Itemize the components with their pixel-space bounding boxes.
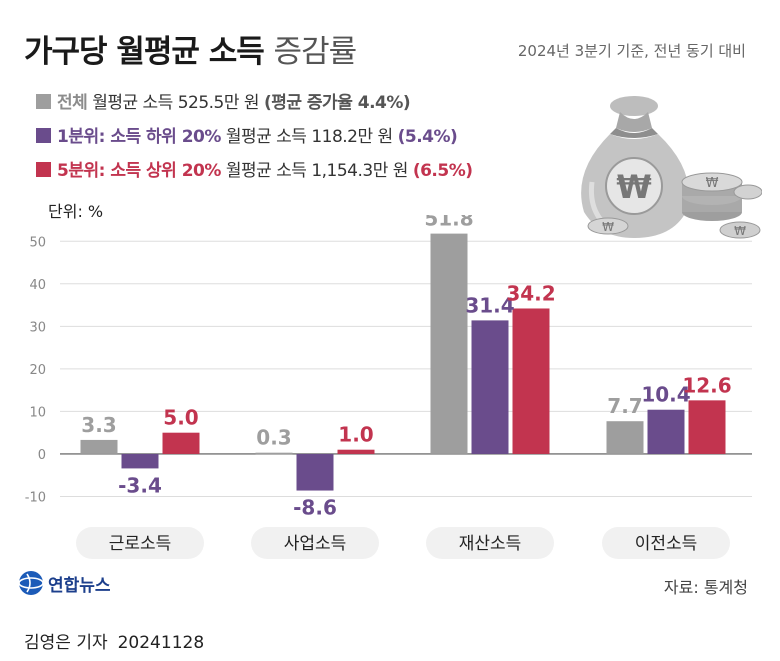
- money-bag-icon: ₩ ₩ ₩ ₩: [581, 96, 762, 239]
- chart-title: 가구당 월평균 소득 증감률: [24, 26, 358, 71]
- legend-swatch-q5: [36, 162, 51, 177]
- legend-note-q1: (5.4%): [397, 127, 458, 147]
- yonhap-logo: 연합뉴스: [18, 570, 111, 596]
- legend-item-q5: 5분위: 소득 상위 20% 월평균 소득 1,154.3만 원 (6.5%): [36, 156, 473, 181]
- credit-date: 20241128: [117, 633, 205, 653]
- y-tick-label: -10: [25, 490, 46, 505]
- x-tick-label: 재산소득: [459, 534, 522, 554]
- bar: [688, 400, 726, 454]
- bar: [121, 453, 159, 469]
- svg-text:₩: ₩: [602, 220, 614, 234]
- data-label: 3.3: [81, 413, 116, 437]
- legend-desc-total: 월평균 소득 525.5만 원: [92, 93, 260, 113]
- data-label: 51.8: [424, 215, 473, 231]
- chart-title-light: 증감률: [273, 34, 358, 70]
- logo-text: 연합뉴스: [48, 575, 111, 596]
- bar: [606, 421, 644, 454]
- legend-item-q1: 1분위: 소득 하위 20% 월평균 소득 118.2만 원 (5.4%): [36, 122, 458, 147]
- yonhap-globe-icon: [18, 571, 44, 595]
- legend-swatch-total: [36, 94, 51, 109]
- legend-desc-q1: 월평균 소득 118.2만 원: [225, 127, 393, 147]
- bar: [471, 320, 509, 454]
- y-tick-label: 50: [29, 235, 46, 250]
- data-label: -3.4: [118, 473, 162, 497]
- infographic-panel: 가구당 월평균 소득 증감률 2024년 3분기 기준, 전년 동기 대비 전체…: [18, 26, 762, 597]
- y-tick-label: 20: [29, 363, 46, 378]
- data-label: -8.6: [293, 496, 337, 520]
- legend-label-total: 전체: [57, 93, 88, 113]
- bar: [255, 452, 293, 455]
- data-label: 10.4: [641, 383, 690, 407]
- data-label: 0.3: [256, 426, 291, 450]
- unit-label: 단위: %: [48, 202, 104, 221]
- data-label: 31.4: [465, 293, 514, 317]
- y-tick-label: 10: [29, 405, 46, 420]
- x-tick-label: 근로소득: [109, 534, 172, 554]
- bar: [337, 449, 375, 454]
- x-tick-label: 사업소득: [284, 534, 347, 554]
- data-label: 5.0: [163, 406, 198, 430]
- bar: [430, 233, 468, 454]
- bar: [162, 432, 200, 454]
- category-pill: [602, 527, 730, 559]
- chart-title-bold: 가구당 월평균 소득: [24, 34, 265, 70]
- bar: [512, 308, 550, 454]
- data-label: 1.0: [338, 423, 373, 447]
- y-tick-label: 40: [29, 278, 46, 293]
- legend-label-q1: 1분위: 소득 하위 20%: [57, 127, 221, 147]
- legend-label-q5: 5분위: 소득 상위 20%: [57, 161, 221, 181]
- chart-subtitle: 2024년 3분기 기준, 전년 동기 대비: [517, 42, 746, 60]
- bar: [296, 453, 334, 491]
- category-pill: [426, 527, 554, 559]
- bar-chart: 50 40 30 20 10 0 -10 3.3 -3.4 5.0 0.3 -8.6 1.0 51.8 3…: [25, 215, 752, 559]
- category-pill: [251, 527, 379, 559]
- svg-text:₩: ₩: [734, 224, 746, 238]
- y-tick-label: 30: [29, 320, 46, 335]
- source-label: 자료: 통계청: [663, 578, 748, 597]
- svg-text:₩: ₩: [616, 168, 651, 206]
- credit-line: 김영은 기자 20241128: [24, 628, 214, 653]
- y-tick-label: 0: [38, 448, 46, 463]
- data-label: 34.2: [506, 281, 555, 305]
- data-label: 12.6: [682, 373, 731, 397]
- legend-note-total: (평균 증가율 4.4%): [263, 93, 411, 113]
- legend-note-q5: (6.5%): [412, 161, 473, 181]
- svg-text:₩: ₩: [706, 176, 719, 191]
- credit-author: 김영은 기자: [24, 633, 108, 653]
- data-label: 7.7: [607, 394, 642, 418]
- legend-item-total: 전체 월평균 소득 525.5만 원 (평균 증가율 4.4%): [36, 88, 411, 113]
- legend-desc-q5: 월평균 소득 1,154.3만 원: [225, 161, 409, 181]
- bar: [80, 439, 118, 454]
- x-tick-label: 이전소득: [635, 534, 698, 554]
- legend-swatch-q1: [36, 128, 51, 143]
- bar: [647, 409, 685, 454]
- category-pill: [76, 527, 204, 559]
